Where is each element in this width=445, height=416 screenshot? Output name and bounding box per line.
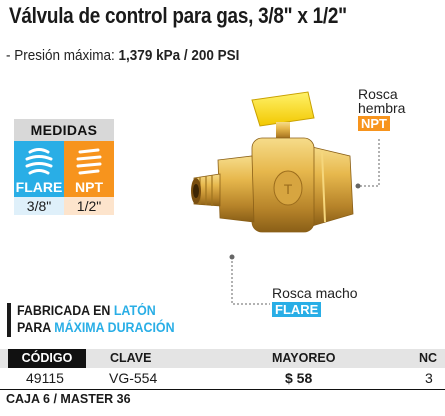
table-header: CÓDIGO CLAVE MAYOREO NC: [0, 349, 445, 368]
npt-thread-icon: [76, 148, 102, 175]
flare-tag: FLARE: [272, 302, 322, 317]
valve-illustration: T: [191, 91, 354, 233]
header-mayoreo: MAYOREO: [272, 351, 336, 365]
npt-tag: NPT: [358, 116, 390, 131]
product-table: CÓDIGO CLAVE MAYOREO NC 49115 VG-554 $ 5…: [0, 349, 445, 390]
svg-text:T: T: [284, 181, 293, 197]
pressure-value: 1,379 kPa / 200 PSI: [118, 47, 240, 64]
npt-column: NPT: [64, 141, 114, 197]
fabricada-text: FABRICADA EN LATÓN PARA MÁXIMA DURACIÓN: [17, 302, 175, 336]
fabricada-bar: [7, 303, 11, 337]
rosca-hembra-line2: hembra: [358, 100, 406, 116]
rosca-macho-line: Rosca macho: [272, 285, 358, 301]
cell-nc: 3: [425, 370, 433, 386]
npt-size: 1/2": [64, 197, 114, 215]
medidas-badge: MEDIDAS FLARE NPT: [14, 119, 114, 215]
product-title: Válvula de control para gas, 3/8" x 1/2": [9, 3, 347, 28]
flare-size: 3/8": [14, 197, 64, 215]
npt-label: NPT: [75, 179, 103, 195]
header-clave: CLAVE: [110, 351, 152, 365]
table-row: 49115 VG-554 $ 58 3: [0, 368, 445, 390]
cell-clave: VG-554: [109, 370, 158, 386]
pressure-spec: - Presión máxima: 1,379 kPa / 200 PSI: [6, 47, 239, 64]
flare-label: FLARE: [15, 179, 63, 195]
fabricada-line2-a: PARA: [17, 320, 55, 335]
pressure-label: - Presión máxima:: [6, 47, 119, 64]
header-codigo: CÓDIGO: [8, 349, 86, 368]
fabricada-line1-a: FABRICADA EN: [17, 303, 114, 318]
medidas-heading: MEDIDAS: [14, 119, 114, 141]
rosca-macho-callout: Rosca macho FLARE: [272, 286, 358, 317]
rosca-hembra-line1: Rosca: [358, 86, 398, 102]
fabricada-line2-b: MÁXIMA DURACIÓN: [54, 320, 175, 335]
fabricada-line1-b: LATÓN: [113, 303, 156, 318]
cell-codigo: 49115: [26, 370, 64, 386]
flare-thread-icon: [25, 148, 53, 175]
rosca-hembra-callout: Rosca hembra NPT: [358, 87, 405, 131]
header-nc: NC: [419, 351, 438, 365]
flare-column: FLARE: [14, 141, 64, 197]
cell-mayoreo: $ 58: [285, 370, 313, 386]
packaging-info: CAJA 6 / MASTER 36: [6, 392, 131, 406]
